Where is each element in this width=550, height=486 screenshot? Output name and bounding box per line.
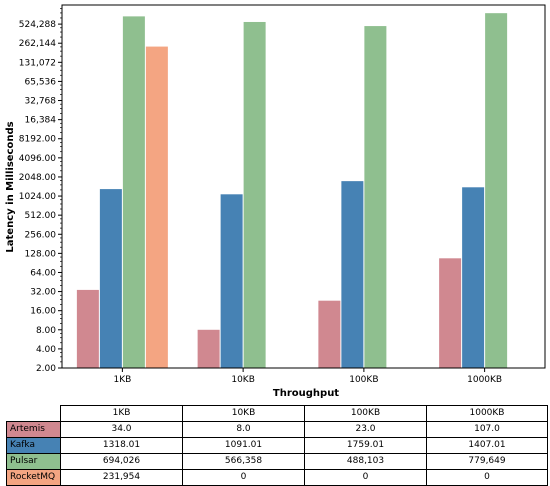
- x-axis-title: Throughput: [273, 388, 339, 399]
- table-cell: 8.0: [182, 421, 305, 438]
- table-row: RocketMQ 231,954 0 0 0: [6, 469, 548, 486]
- table-cell: 107.0: [426, 421, 548, 438]
- bar-pulsar-1000kb: [485, 13, 508, 369]
- bar-kafka-100kb: [341, 181, 364, 368]
- table-corner: [7, 406, 61, 422]
- y-tick-label: 4096.00: [19, 154, 56, 164]
- y-tick-label: 512.00: [25, 211, 57, 221]
- table-row-label: Kafka: [6, 437, 61, 454]
- plot-frame: [61, 4, 546, 369]
- y-tick-label: 2.00: [36, 364, 56, 374]
- y-tick-label: 8192.00: [19, 135, 56, 145]
- bar-rocketmq-1kb: [145, 46, 168, 368]
- y-tick-label: 64.00: [30, 268, 56, 278]
- table-row-label: Pulsar: [6, 453, 61, 470]
- table-column-header: 1KB: [60, 405, 183, 422]
- x-axis: 1KB 10KB 100KB 1000KB: [113, 368, 502, 385]
- data-table: 1KB 10KB 100KB 1000KB Artemis 34.0 8.0 23.0 107…: [6, 405, 548, 486]
- table-cell: 0: [426, 469, 548, 486]
- bar-pulsar-1kb: [122, 16, 145, 369]
- table-cell: 779,649: [426, 453, 548, 470]
- table-row: Artemis 34.0 8.0 23.0 107.0: [6, 421, 548, 438]
- bar-artemis-10kb: [197, 329, 220, 368]
- table-column-header: 10KB: [182, 405, 305, 422]
- table-cell: 0: [182, 469, 305, 486]
- bar-artemis-1000kb: [439, 258, 462, 368]
- y-tick-label: 131,072: [19, 58, 56, 68]
- table-row: Kafka 1318.01 1091.01 1759.01 1407.01: [6, 437, 548, 454]
- x-tick-label: 10KB: [231, 375, 255, 385]
- table-cell: 1407.01: [426, 437, 548, 454]
- y-tick-label: 128.00: [25, 249, 57, 259]
- y-tick-label: 1024.00: [19, 192, 56, 202]
- y-tick-label: 524,288: [19, 20, 56, 30]
- bar-artemis-1kb: [76, 289, 99, 368]
- y-tick-label: 262,144: [19, 39, 56, 49]
- y-tick-label: 32,768: [25, 97, 57, 107]
- y-axis: 2.00 4.00 8.00 16.00 32.00 64.00 128.00 256.00 5…: [19, 8, 62, 374]
- table-cell: 34.0: [60, 421, 183, 438]
- table-row-label: RocketMQ: [6, 469, 61, 486]
- x-tick-label: 1KB: [113, 375, 131, 385]
- bars-group: [76, 13, 508, 369]
- table-column-header: 1000KB: [426, 405, 548, 422]
- bar-kafka-1000kb: [462, 187, 485, 368]
- bar-chart: Latency in Milliseconds Throughput 2.00 4…: [5, 4, 546, 399]
- table-header-row: 1KB 10KB 100KB 1000KB: [7, 405, 548, 422]
- bar-artemis-100kb: [318, 300, 341, 368]
- table-cell: 0: [304, 469, 427, 486]
- bar-pulsar-100kb: [364, 26, 387, 369]
- table-cell: 23.0: [304, 421, 427, 438]
- y-tick-label: 16.00: [30, 307, 56, 317]
- table-cell: 1759.01: [304, 437, 427, 454]
- table-body: Artemis 34.0 8.0 23.0 107.0 Kafka 1318.01 1091.…: [6, 421, 548, 486]
- table-cell: 566,358: [182, 453, 305, 470]
- table-cell: 694,026: [60, 453, 183, 470]
- x-tick-label: 1000KB: [467, 375, 502, 385]
- y-tick-label: 16,384: [25, 116, 57, 126]
- x-tick-label: 100KB: [349, 375, 378, 385]
- bar-kafka-10kb: [220, 194, 243, 368]
- y-tick-label: 32.00: [30, 288, 56, 298]
- y-tick-label: 8.00: [36, 326, 56, 336]
- y-tick-label: 2048.00: [19, 173, 56, 183]
- y-axis-title: Latency in Milliseconds: [5, 121, 16, 252]
- y-tick-label: 4.00: [36, 345, 56, 355]
- table-row-label: Artemis: [6, 421, 61, 438]
- table-column-header: 100KB: [304, 405, 427, 422]
- table-cell: 488,103: [304, 453, 427, 470]
- table-cell: 231,954: [60, 469, 183, 486]
- bar-pulsar-10kb: [243, 21, 266, 368]
- table-cell: 1318.01: [60, 437, 183, 454]
- table-row: Pulsar 694,026 566,358 488,103 779,649: [6, 453, 548, 470]
- y-tick-label: 65,536: [25, 77, 57, 87]
- bar-kafka-1kb: [99, 189, 122, 368]
- table-cell: 1091.01: [182, 437, 305, 454]
- y-tick-label: 256.00: [25, 230, 57, 240]
